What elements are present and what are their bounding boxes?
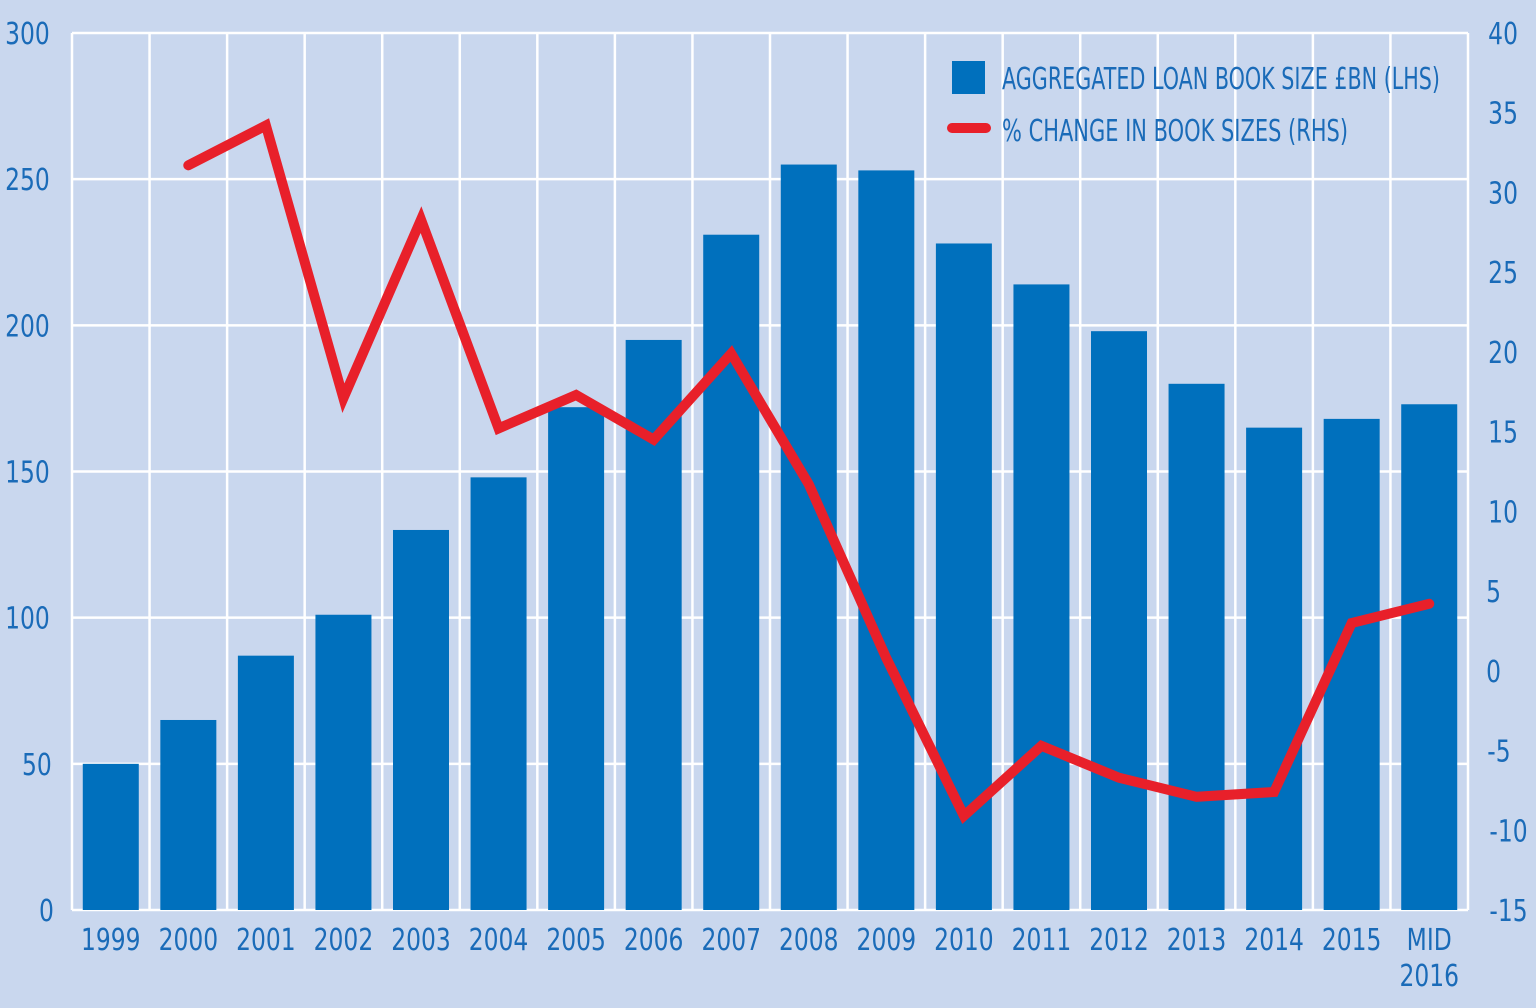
y-right-tick-label: 25 <box>1488 256 1518 291</box>
y-left-tick-label: 200 <box>5 310 50 345</box>
x-tick-label: 2006 <box>624 923 684 958</box>
right-y-axis: -15 -10 -5 0 5 10 15 20 25 30 35 40 <box>1486 17 1527 929</box>
x-tick-label: 2011 <box>1012 923 1072 958</box>
bar-2005 <box>548 407 605 910</box>
y-right-tick-label: 35 <box>1488 97 1518 132</box>
bar-2014 <box>1246 427 1303 910</box>
y-left-tick-label: 250 <box>5 163 50 198</box>
y-right-tick-label: -15 <box>1489 894 1527 929</box>
x-tick-label: 2015 <box>1322 923 1382 958</box>
y-right-tick-label: 5 <box>1486 575 1501 610</box>
bar-2007 <box>703 234 760 910</box>
x-tick-label: 2001 <box>236 923 296 958</box>
y-right-tick-label: 10 <box>1488 496 1518 531</box>
y-right-tick-label: 0 <box>1486 655 1501 690</box>
legend-bar-swatch <box>952 61 985 94</box>
y-right-tick-label: 15 <box>1488 416 1518 451</box>
y-left-tick-label: 150 <box>5 456 50 491</box>
legend-line-label: % CHANGE IN BOOK SIZES (RHS) <box>1002 114 1348 149</box>
y-right-tick-label: -5 <box>1487 735 1510 770</box>
y-right-tick-label: -10 <box>1489 815 1527 850</box>
x-tick-label: 2009 <box>857 923 917 958</box>
bar-2012 <box>1091 331 1147 910</box>
x-tick-label: 2002 <box>314 923 374 958</box>
legend-bar-label: AGGREGATED LOAN BOOK SIZE £BN (LHS) <box>1002 62 1440 97</box>
x-tick-label: 2008 <box>779 923 839 958</box>
bar-2009 <box>858 170 915 910</box>
bar-2004 <box>470 477 527 910</box>
x-tick-label: 2013 <box>1167 923 1227 958</box>
x-tick-label: 1999 <box>81 923 141 958</box>
x-axis: 1999 2000 2001 2002 2003 2004 2005 2006 2007 2008… <box>81 923 1459 994</box>
grid <box>70 31 1470 912</box>
x-tick-label: 2016 <box>1399 959 1459 994</box>
bar-2001 <box>237 655 294 910</box>
y-left-tick-label: 0 <box>39 894 54 929</box>
bar-2003 <box>393 529 449 910</box>
bar-2002 <box>315 614 372 910</box>
x-tick-label: MID <box>1407 923 1452 958</box>
bar-1999 <box>82 763 139 910</box>
x-tick-label: 2004 <box>469 923 529 958</box>
y-right-tick-label: 30 <box>1488 177 1518 212</box>
x-tick-label: 2007 <box>701 923 761 958</box>
bar-2000 <box>160 719 217 910</box>
left-y-axis: 0 50 100 150 200 250 300 <box>5 17 54 929</box>
y-left-tick-label: 300 <box>5 17 50 52</box>
y-left-tick-label: 50 <box>22 748 52 783</box>
bar-2011 <box>1013 284 1070 910</box>
y-right-tick-label: 40 <box>1488 17 1518 52</box>
x-tick-label: 2012 <box>1089 923 1149 958</box>
x-tick-label: 2014 <box>1244 923 1304 958</box>
y-left-tick-label: 100 <box>5 602 50 637</box>
bar-2013 <box>1168 383 1225 910</box>
x-tick-label: 2010 <box>934 923 994 958</box>
line-series <box>183 118 1435 825</box>
x-tick-label: 2005 <box>546 923 606 958</box>
bar-mid-2016 <box>1401 404 1458 910</box>
line-percent-change <box>183 118 1435 825</box>
y-right-tick-label: 20 <box>1488 336 1518 371</box>
x-tick-label: 2000 <box>159 923 219 958</box>
legend: AGGREGATED LOAN BOOK SIZE £BN (LHS) % CH… <box>947 61 1440 149</box>
x-tick-label: 2003 <box>391 923 451 958</box>
